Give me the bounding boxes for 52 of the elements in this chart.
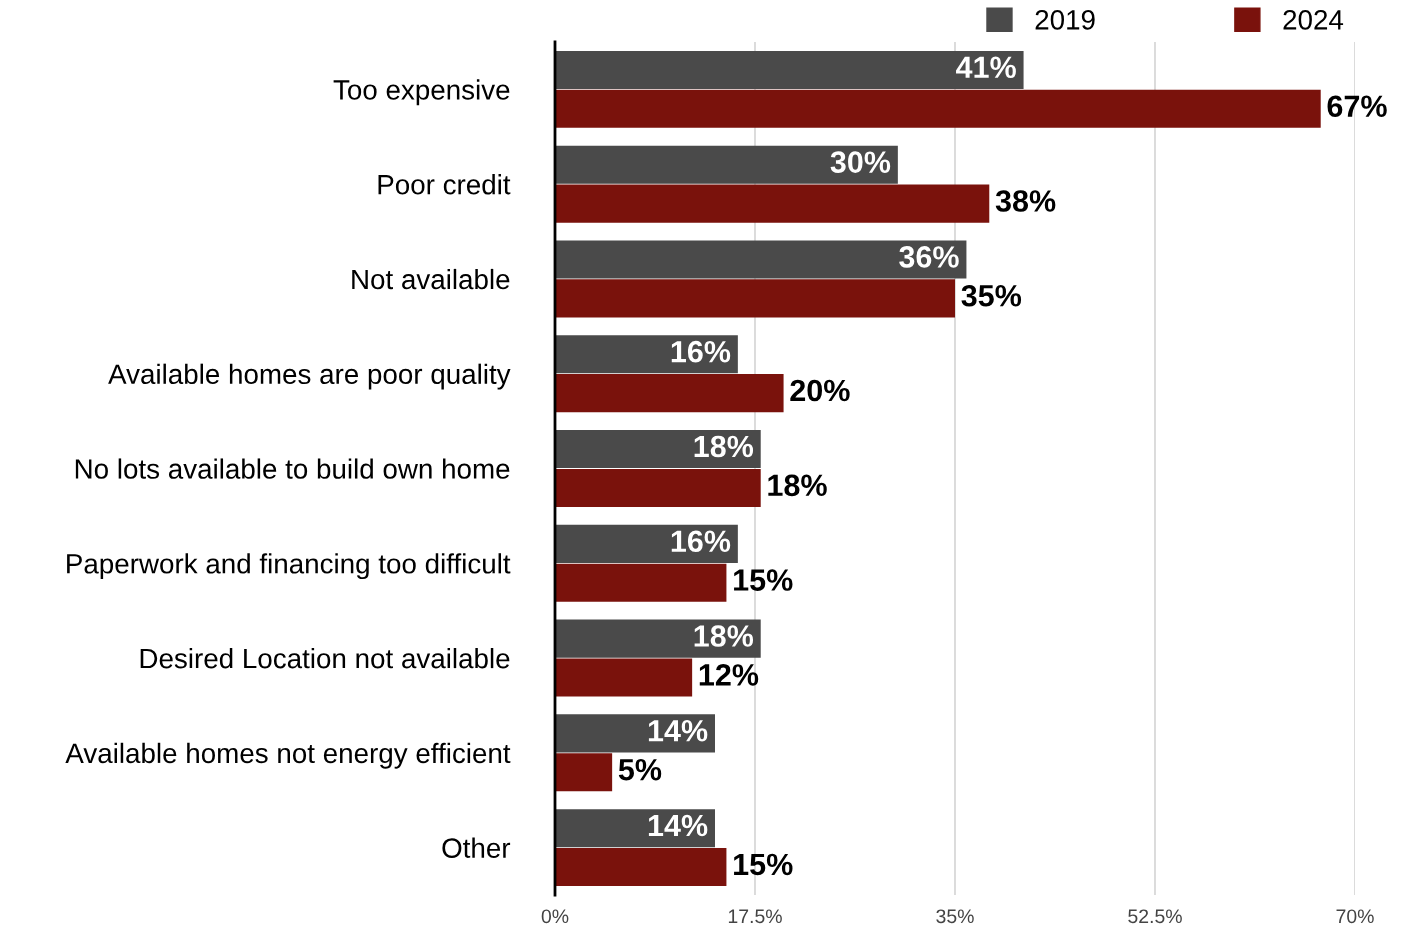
- bar: [555, 524, 738, 563]
- bar: [555, 145, 898, 184]
- y-tick-label: Available homes are poor quality: [108, 363, 511, 390]
- data-label: 36%: [899, 246, 959, 268]
- data-label: 30%: [830, 151, 891, 173]
- data-label: 16%: [671, 340, 731, 363]
- y-tick-label: Desired Location not available: [140, 647, 510, 669]
- x-tick-label: 0%: [541, 909, 569, 924]
- data-label: 14%: [648, 814, 708, 837]
- bar: [555, 468, 761, 507]
- bar: [555, 848, 727, 887]
- data-label: 35%: [961, 284, 1022, 307]
- bar: [555, 563, 727, 602]
- data-label: 38%: [995, 190, 1056, 212]
- data-label: 12%: [699, 664, 759, 686]
- data-label: 20%: [790, 379, 850, 402]
- bar: [555, 809, 715, 848]
- x-tick-label: 52.5%: [1128, 909, 1182, 924]
- bar: [555, 430, 761, 469]
- bar: [555, 714, 715, 753]
- bar: [555, 753, 613, 792]
- bar: [555, 50, 1024, 89]
- data-label: 18%: [768, 474, 827, 497]
- y-tick-label: Too expensive: [333, 79, 510, 106]
- data-label: 41%: [956, 56, 1016, 79]
- x-tick-label: 35%: [936, 909, 974, 924]
- bar: [555, 619, 761, 658]
- data-label: 16%: [671, 530, 731, 553]
- data-label: 15%: [734, 853, 793, 876]
- data-label: 18%: [694, 435, 754, 458]
- y-tick-label: Not available: [352, 268, 510, 290]
- bar: [555, 184, 990, 223]
- y-tick-label: Poor credit: [378, 174, 511, 195]
- bar: [555, 240, 967, 279]
- y-tick-label: Available homes not energy efficient: [65, 742, 511, 769]
- bar: [555, 89, 1321, 128]
- data-label: 5%: [618, 758, 662, 781]
- data-label: 14%: [648, 720, 708, 742]
- x-tick-label: 70%: [1336, 909, 1374, 924]
- bar: [555, 279, 955, 318]
- y-tick-label: No lots available to build own home: [75, 458, 510, 479]
- y-tick-label: Other: [442, 837, 511, 858]
- legend-label: 2024: [1283, 9, 1344, 30]
- bar: [555, 335, 738, 374]
- x-tick-label: 17.5%: [728, 909, 782, 924]
- y-tick-label: Paperwork and financing too difficult: [67, 553, 511, 580]
- data-label: 15%: [734, 569, 793, 591]
- legend-label: 2019: [1035, 9, 1095, 30]
- bar: [555, 658, 693, 697]
- data-label: 67%: [1327, 95, 1387, 118]
- bar: [555, 374, 784, 413]
- data-label: 18%: [694, 625, 754, 647]
